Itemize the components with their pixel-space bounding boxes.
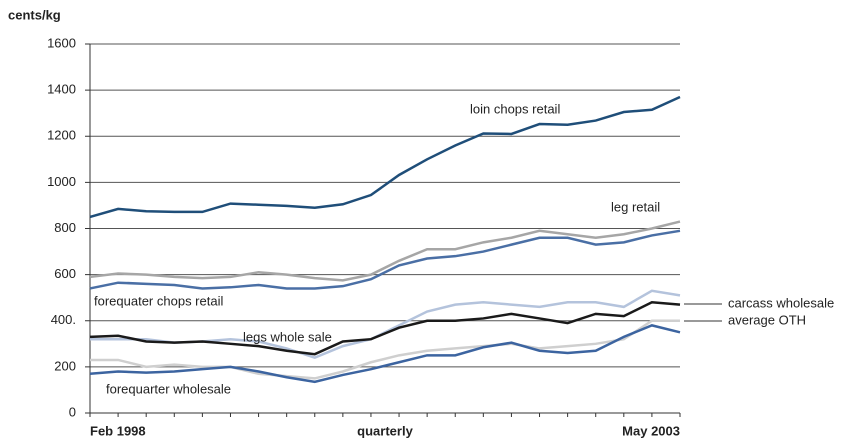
line-series [89,229,681,290]
y-tick-label: 1000 [47,174,76,189]
line-series [89,301,681,356]
series-label: forequater chops retail [94,293,223,308]
line-series [89,324,681,384]
y-tick-label: 800 [54,220,76,235]
y-tick-label: 1600 [47,35,76,50]
x-tick-label: May 2003 [622,423,680,438]
y-axis-label: cents/kg [8,7,61,22]
series-label: loin chops retail [470,101,560,116]
y-tick-label: 0 [69,404,76,419]
y-tick-label: 600 [54,266,76,281]
y-tick-label: 1400 [47,82,76,97]
line-series [89,95,681,219]
series-label: average OTH [728,312,806,327]
x-axis-label: quarterly [357,423,413,438]
y-tick-label: 400. [51,312,76,327]
y-tick-label: 1200 [47,128,76,143]
y-tick-label: 200 [54,358,76,373]
line-series [89,220,681,282]
series-label: forequarter wholesale [106,381,231,396]
line-series [90,319,680,380]
x-tick-label: Feb 1998 [90,423,146,438]
series-label: legs whole sale [243,329,332,344]
series-label: carcass wholesale [728,295,834,310]
series-label: leg retail [611,199,660,214]
